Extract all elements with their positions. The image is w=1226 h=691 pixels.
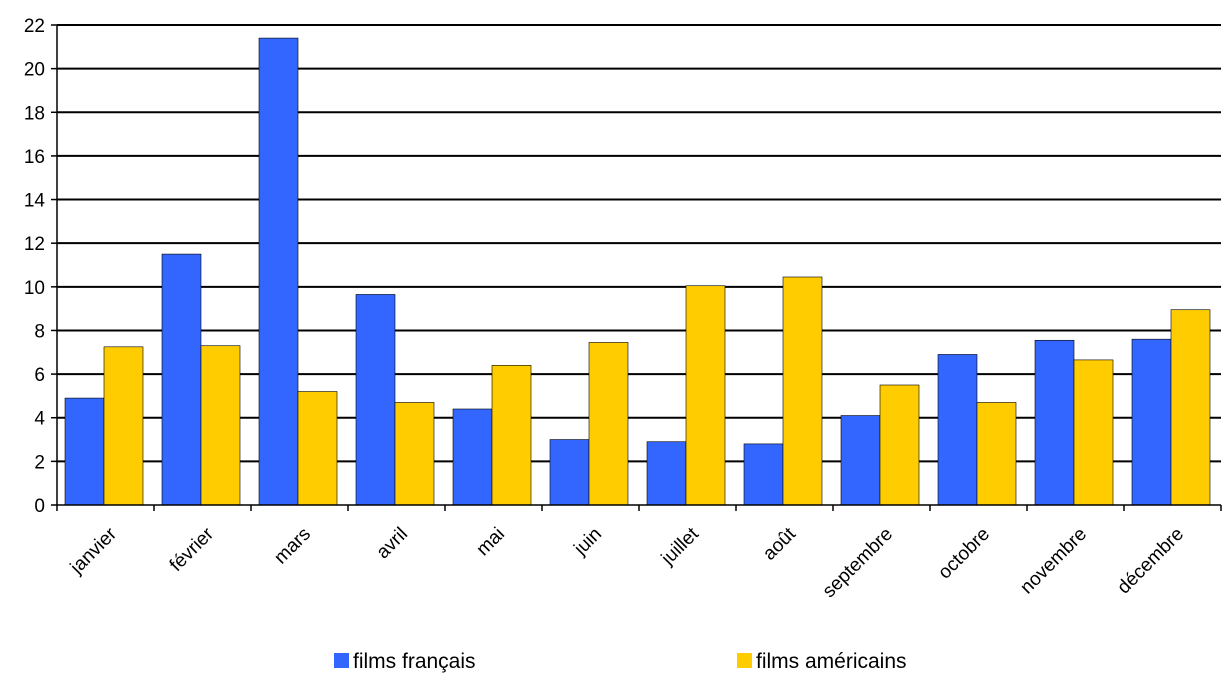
bar-series-1 bbox=[453, 409, 492, 505]
bar-series-2 bbox=[977, 402, 1016, 505]
bar-series-1 bbox=[647, 442, 686, 505]
bar-series-2 bbox=[104, 347, 143, 505]
bars bbox=[65, 38, 1210, 505]
y-tick-label: 18 bbox=[24, 103, 45, 124]
x-tick-label: mars bbox=[270, 524, 315, 569]
legend: films français films américains bbox=[334, 650, 907, 673]
bar-series-1 bbox=[1132, 339, 1171, 505]
x-tick-label: juillet bbox=[657, 523, 704, 570]
legend-swatch bbox=[737, 653, 752, 668]
y-tick-label: 8 bbox=[34, 321, 45, 342]
bar-series-2 bbox=[201, 346, 240, 505]
bar-series-2 bbox=[686, 286, 725, 505]
x-tick-label: mai bbox=[473, 524, 510, 561]
bar-series-2 bbox=[783, 277, 822, 505]
x-tick-label: avril bbox=[373, 524, 412, 563]
legend-label: films américains bbox=[756, 650, 907, 673]
y-tick-label: 0 bbox=[34, 496, 45, 517]
x-tick-label: août bbox=[759, 523, 801, 565]
y-tick-label: 2 bbox=[34, 452, 45, 473]
bar-series-1 bbox=[550, 440, 589, 505]
bar-series-1 bbox=[259, 38, 298, 505]
y-tick-label: 20 bbox=[24, 60, 45, 81]
x-tick-label: juin bbox=[570, 524, 606, 560]
x-tick-label: février bbox=[166, 523, 219, 576]
bar-series-1 bbox=[938, 354, 977, 505]
y-tick-label: 10 bbox=[24, 278, 45, 299]
bar-series-2 bbox=[298, 392, 337, 505]
bar-series-1 bbox=[65, 398, 104, 505]
y-tick-label: 22 bbox=[24, 16, 45, 37]
y-tick-label: 12 bbox=[24, 234, 45, 255]
bar-series-2 bbox=[1074, 360, 1113, 505]
legend-swatch bbox=[334, 653, 349, 668]
bar-series-1 bbox=[356, 294, 395, 505]
y-tick-label: 4 bbox=[34, 409, 45, 430]
bar-series-1 bbox=[744, 444, 783, 505]
x-tick-labels: janvier février mars avril mai juin juillet aoû… bbox=[66, 523, 1188, 602]
x-tick-label: décembre bbox=[1113, 524, 1188, 599]
bar-series-2 bbox=[395, 402, 434, 505]
bar-series-1 bbox=[162, 254, 201, 505]
x-tick-label: novembre bbox=[1016, 524, 1091, 599]
legend-label: films français bbox=[353, 650, 476, 673]
bar-series-1 bbox=[841, 416, 880, 505]
y-tick-label: 16 bbox=[24, 147, 45, 168]
y-tick-label: 14 bbox=[24, 191, 46, 212]
y-tick-label: 6 bbox=[34, 365, 45, 386]
bar-series-2 bbox=[1171, 310, 1210, 505]
x-tick-label: octobre bbox=[934, 524, 994, 584]
y-tick-labels: 0 2 4 6 8 10 12 14 16 18 20 22 bbox=[24, 16, 46, 517]
bar-series-1 bbox=[1035, 340, 1074, 505]
x-tick-label: janvier bbox=[66, 523, 122, 579]
bar-series-2 bbox=[492, 365, 531, 505]
bar-series-2 bbox=[589, 342, 628, 505]
x-tick-label: septembre bbox=[819, 524, 897, 602]
bar-series-2 bbox=[880, 385, 919, 505]
